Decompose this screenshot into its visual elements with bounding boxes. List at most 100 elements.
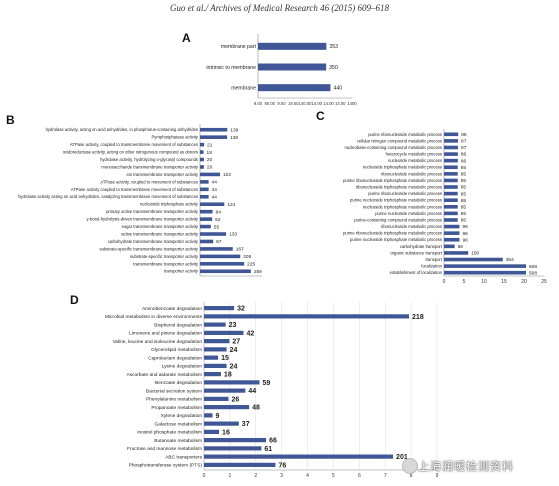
category-label-d: Inositol phosphate metabolism <box>137 430 202 436</box>
bar-d <box>204 355 219 360</box>
data-label-c: 86 <box>461 158 467 164</box>
data-label-b: 20 <box>207 165 213 171</box>
category-label-a: intrinsic to membrane <box>206 65 256 71</box>
data-label-c: 85 <box>461 191 467 197</box>
category-label-c: purine nucleotide metabolic process <box>375 211 442 216</box>
category-label-b: primary active transmembrane transporter… <box>106 209 199 214</box>
category-label-b: Pyrophosphatase activity <box>151 135 198 140</box>
data-label-d: 59 <box>262 380 270 387</box>
bar-d <box>204 330 244 335</box>
category-label-b: transmembrane transporter activity <box>133 261 199 266</box>
category-label-c: localization <box>421 264 442 269</box>
category-label-d: Phenylalanine metabolism <box>146 397 202 403</box>
category-label-c: purine ribonucleotide metabolic process <box>368 132 442 137</box>
bar-b <box>200 127 228 132</box>
category-label-c: purine ribonucleoside triphosphate metab… <box>343 231 442 236</box>
bar-d <box>204 322 226 327</box>
data-label-b: 205 <box>243 254 251 260</box>
tick-label-d: 3 <box>280 473 283 479</box>
category-label-b: ion transmembrane transporter activity <box>127 172 199 177</box>
data-label-b: 20 <box>207 157 213 163</box>
data-label-a: 353 <box>329 44 338 50</box>
data-label-c: 86 <box>461 152 467 158</box>
category-label-c: heterocycle metabolic process <box>386 152 442 157</box>
tick-label-d: 6 <box>358 473 361 479</box>
category-label-a: membrane <box>231 85 256 91</box>
category-label-b: transporter activity <box>164 269 199 274</box>
tick-label-d: 8 <box>410 473 413 479</box>
category-label-b: ATPase activity, coupled to movement of … <box>100 179 198 184</box>
bar-d <box>204 405 250 410</box>
data-label-d: 66 <box>269 438 277 445</box>
data-label-c: 85 <box>461 204 467 210</box>
bar-a <box>258 63 327 71</box>
tick-label-a: 9.00 <box>254 101 263 106</box>
bar-d <box>204 314 410 319</box>
category-label-c: nucleoside triphosphate metabolic proces… <box>363 165 442 170</box>
bar-b <box>200 232 227 236</box>
category-label-c: nucleobase-containing compound metabolic… <box>344 145 442 150</box>
tick-label-d: 5 <box>332 473 335 479</box>
data-label-b: 18 <box>207 150 213 156</box>
category-label-d: Benzoate degradation <box>155 380 202 386</box>
panel-label-d: D <box>70 293 79 307</box>
panel-label-b: B <box>6 113 15 127</box>
category-label-c: transport <box>425 257 442 262</box>
bar-b <box>200 187 209 192</box>
bar-b <box>200 269 251 274</box>
data-label-c: 85 <box>461 185 467 191</box>
journal-header: Guo et al./ Archives of Medical Research… <box>169 3 390 13</box>
data-label-c: 364 <box>506 257 514 263</box>
tick-label-a: 14.00 <box>312 101 323 106</box>
data-label-c: 150 <box>471 251 479 257</box>
bar-b <box>200 247 233 251</box>
tick-label-c: 5 <box>463 279 466 285</box>
data-label-d: 26 <box>231 396 239 403</box>
bar-b <box>200 209 213 214</box>
category-label-b: hydrolase activity, acting on acid anhyd… <box>46 127 198 132</box>
data-label-c: 96 <box>462 224 468 230</box>
data-label-c: 87 <box>461 145 467 151</box>
tick-label-a: 140.00 <box>299 101 312 106</box>
bar-d <box>204 438 267 443</box>
category-label-b: substrate-specific transporter activity <box>130 254 199 259</box>
data-label-d: 18 <box>224 372 232 379</box>
category-label-c: purine nucleoside triphosphate metabolic… <box>350 237 442 242</box>
category-label-d: Caprolactam degradation <box>148 355 202 361</box>
category-label-b: hydrolase activity acting on acid anhydr… <box>18 194 198 199</box>
panel-label-c: C <box>316 109 325 123</box>
data-label-c: 85 <box>461 178 467 184</box>
category-label-d: Butanoate metabolism <box>154 438 202 444</box>
bar-d <box>204 380 260 385</box>
category-label-b: nucleoside triphosphate activity <box>140 202 199 207</box>
bar-b <box>200 135 228 139</box>
data-label-d: 27 <box>232 339 240 346</box>
tick-label-a: 14.00 <box>323 101 334 106</box>
data-label-b: 67 <box>216 239 222 245</box>
category-label-c: ribonucleotide metabolic process <box>381 224 442 229</box>
data-label-d: 24 <box>230 347 238 354</box>
category-label-c: establishment of localization <box>390 270 443 275</box>
data-label-c: 508 <box>529 270 537 276</box>
tick-label-d: 0 <box>203 473 206 479</box>
category-label-b: oxidoreductase activity, acting on other… <box>63 150 198 155</box>
data-label-c: 85 <box>461 172 467 178</box>
data-label-b: 259 <box>254 269 262 275</box>
category-label-c: ribonucleotide metabolic process <box>381 171 442 176</box>
category-label-c: purine nucleoside triphosphate metabolic… <box>350 198 442 203</box>
bar-d <box>204 363 227 368</box>
tick-label-d: 1 <box>228 473 231 479</box>
category-label-c: ribonucleoside triphosphate metabolic pr… <box>356 184 442 189</box>
bar-a <box>258 84 331 92</box>
bar-c <box>444 185 458 189</box>
bar-b <box>200 262 245 266</box>
data-label-d: 44 <box>248 388 256 395</box>
category-label-d: Aminobenzoate degradation <box>142 306 202 312</box>
bar-c <box>444 231 460 235</box>
category-label-b: sugar transmembrane transporter activity <box>122 224 199 229</box>
data-label-c: 85 <box>461 218 467 224</box>
category-label-d: Fructose and mannose metabolism <box>127 446 202 452</box>
category-label-d: Ascorbate and aldarate metabolism <box>127 372 202 378</box>
data-label-d: 9 <box>215 413 219 420</box>
category-label-c: purine ribonucleoside triphosphate metab… <box>343 178 442 183</box>
